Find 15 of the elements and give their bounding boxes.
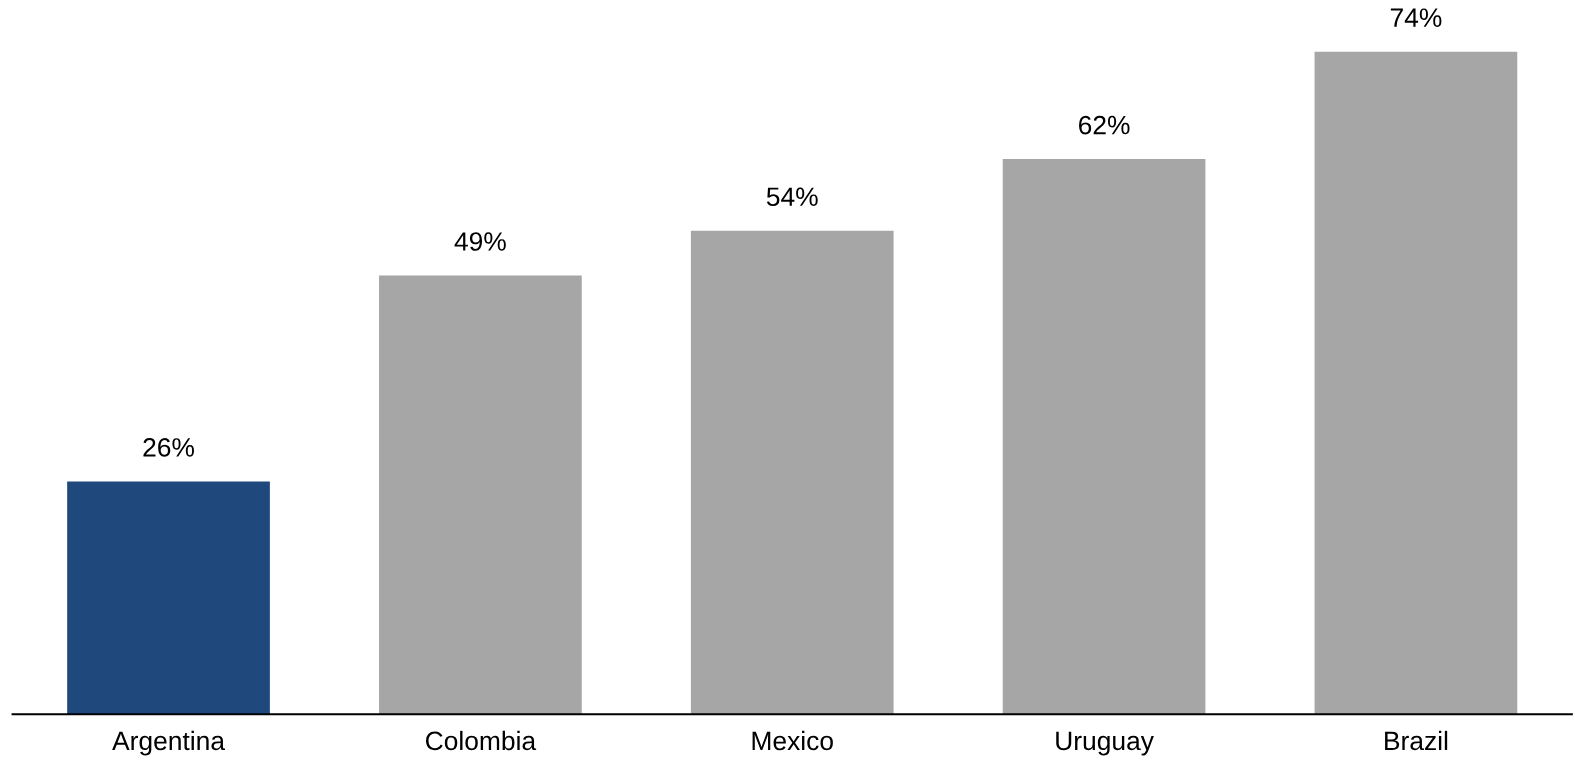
x-tick-label: Uruguay [1056, 731, 1154, 756]
data-label: 54% [766, 187, 818, 207]
data-label: 26% [143, 438, 194, 457]
data-label: 62% [1079, 115, 1130, 135]
x-tick-label: Mexico [752, 730, 833, 751]
bar [1314, 51, 1518, 715]
bar [67, 481, 270, 715]
x-tick-label: Colombia [425, 730, 537, 751]
data-label: 49% [454, 232, 506, 251]
bar [379, 275, 582, 715]
bar [690, 230, 894, 715]
data-label: 74% [1390, 8, 1442, 27]
bar [1002, 159, 1206, 715]
x-tick-label: Brazil [1385, 730, 1448, 751]
x-tick-label: Argentina [112, 730, 226, 756]
